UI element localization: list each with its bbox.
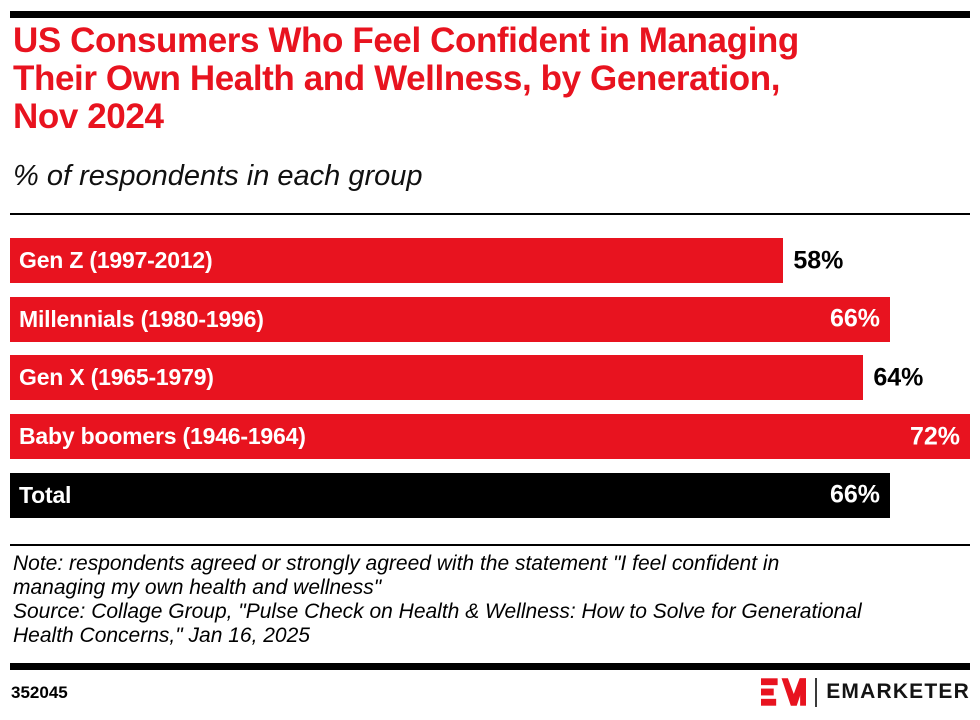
subtitle-divider — [10, 213, 970, 215]
bar-0: Gen Z (1997-2012) — [10, 238, 784, 283]
bar-value-label: 72% — [909, 422, 960, 451]
bar-row: Gen X (1965-1979) 64% — [10, 355, 970, 401]
bar-category-label: Gen Z (1997-2012) — [19, 247, 213, 273]
chart-subtitle: % of respondents in each group — [13, 160, 423, 192]
bar-value-label: 66% — [829, 480, 880, 509]
note-text: Note: respondents agreed or strongly agr… — [13, 552, 780, 599]
bar-row: Baby boomers (1946-1964) 72% — [10, 414, 970, 460]
emarketer-em-icon — [761, 678, 807, 706]
bar-category-label: Millennials (1980-1996) — [19, 305, 264, 332]
bottom-divider-bar — [10, 663, 970, 670]
note-divider — [10, 544, 970, 546]
bar-value-label: 58% — [793, 246, 844, 274]
bar-category-label: Total — [19, 481, 72, 508]
logo-divider — [815, 677, 818, 707]
bar-value-label: 66% — [829, 304, 880, 333]
bar-3: Baby boomers (1946-1964) 72% — [10, 414, 970, 460]
top-divider-bar — [10, 11, 970, 18]
bar-4: Total 66% — [10, 472, 890, 518]
bar-chart: Gen Z (1997-2012) 58% Millennials (1980-19… — [10, 238, 970, 531]
bar-1: Millennials (1980-1996) 66% — [10, 296, 890, 342]
chart-id-number: 352045 — [11, 683, 68, 702]
brand-logo: EMARKETER — [761, 677, 970, 707]
bar-category-label: Gen X (1965-1979) — [19, 364, 214, 391]
bar-row: Total 66% — [10, 472, 970, 518]
bar-row: Millennials (1980-1996) 66% — [10, 296, 970, 342]
footnote-block: Note: respondents agreed or strongly agr… — [13, 552, 963, 648]
bar-row: Gen Z (1997-2012) 58% — [10, 238, 970, 283]
bar-category-label: Baby boomers (1946-1964) — [19, 423, 306, 450]
chart-title: US Consumers Who Feel Confident in Manag… — [13, 21, 799, 136]
bar-value-label: 64% — [873, 363, 924, 392]
source-text: Source: Collage Group, "Pulse Check on H… — [13, 600, 862, 647]
brand-wordmark: EMARKETER — [826, 680, 970, 703]
bar-2: Gen X (1965-1979) — [10, 355, 864, 401]
